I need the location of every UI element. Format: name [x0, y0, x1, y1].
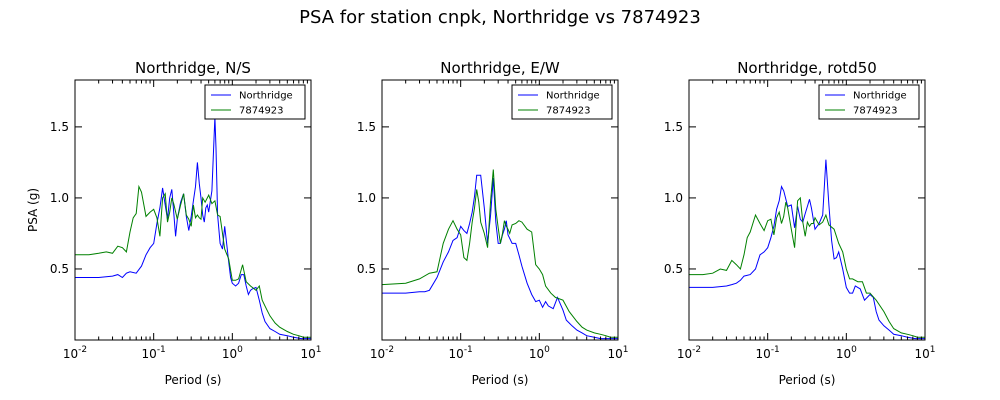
- plot-frame: [688, 79, 926, 341]
- y-tick-label: 1.0: [357, 191, 376, 205]
- x-tick-label: 101: [914, 345, 935, 361]
- x-axis-label: Period (s): [165, 373, 222, 387]
- series-line-northridge: [75, 116, 311, 340]
- series-line-7874923: [689, 196, 925, 338]
- panel-title: Northridge, N/S: [135, 59, 251, 77]
- x-axis-label: Period (s): [472, 373, 529, 387]
- legend-box: [511, 84, 613, 120]
- x-tick-label: 100: [836, 345, 857, 361]
- chart-panel-2: Northridge, E/W 10-2 10-1 100 101 0.5 1.0 1.5 Pe…: [357, 59, 629, 387]
- y-tick-label: 0.5: [50, 262, 69, 276]
- y-axis-label: PSA (g): [26, 188, 40, 232]
- x-tick-label: 10-2: [677, 345, 701, 361]
- legend-box: [818, 84, 920, 120]
- panel-title: Northridge, rotd50: [737, 59, 877, 77]
- legend-box: [204, 84, 306, 120]
- series-line-7874923: [75, 184, 311, 338]
- legend-label: 7874923: [546, 106, 591, 117]
- y-tick-label: 1.5: [50, 120, 69, 134]
- plot-frame: [74, 79, 312, 341]
- y-tick-label: 1.0: [50, 191, 69, 205]
- chart-panel-3: Northridge, rotd50 10-2 10-1 100 101 0.5 1.0 1.…: [664, 59, 936, 387]
- x-tick-label: 10-2: [63, 345, 87, 361]
- chart-panels: Northridge, N/S 10-2 10-1 100 101 0.5 1.0 1.5 Pe…: [26, 59, 936, 387]
- x-tick-label: 10-2: [370, 345, 394, 361]
- x-tick-label: 10-1: [756, 345, 780, 361]
- series-line-northridge: [382, 174, 618, 340]
- y-tick-label: 0.5: [664, 262, 683, 276]
- x-tick-label: 101: [300, 345, 321, 361]
- y-tick-label: 1.5: [357, 120, 376, 134]
- legend: Northridge 7874923: [511, 84, 613, 120]
- x-tick-label: 10-1: [142, 345, 166, 361]
- legend: Northridge 7874923: [818, 84, 920, 120]
- legend-label: 7874923: [853, 106, 898, 117]
- figure-title: PSA for station cnpk, Northridge vs 7874…: [299, 7, 701, 28]
- legend-label: Northridge: [546, 91, 600, 102]
- y-tick-label: 0.5: [357, 262, 376, 276]
- x-tick-label: 100: [222, 345, 243, 361]
- plot-frame: [381, 79, 619, 341]
- y-tick-label: 1.0: [664, 191, 683, 205]
- legend-label: Northridge: [853, 91, 907, 102]
- y-tick-label: 1.5: [664, 120, 683, 134]
- x-tick-label: 100: [529, 345, 550, 361]
- legend-label: Northridge: [239, 91, 293, 102]
- x-tick-label: 10-1: [449, 345, 473, 361]
- chart-panel-1: Northridge, N/S 10-2 10-1 100 101 0.5 1.0 1.5 Pe…: [26, 59, 322, 387]
- legend-label: 7874923: [239, 106, 284, 117]
- panel-title: Northridge, E/W: [440, 59, 560, 77]
- x-axis-label: Period (s): [779, 373, 836, 387]
- legend: Northridge 7874923: [204, 84, 306, 120]
- x-tick-label: 101: [607, 345, 628, 361]
- series-line-7874923: [382, 169, 618, 338]
